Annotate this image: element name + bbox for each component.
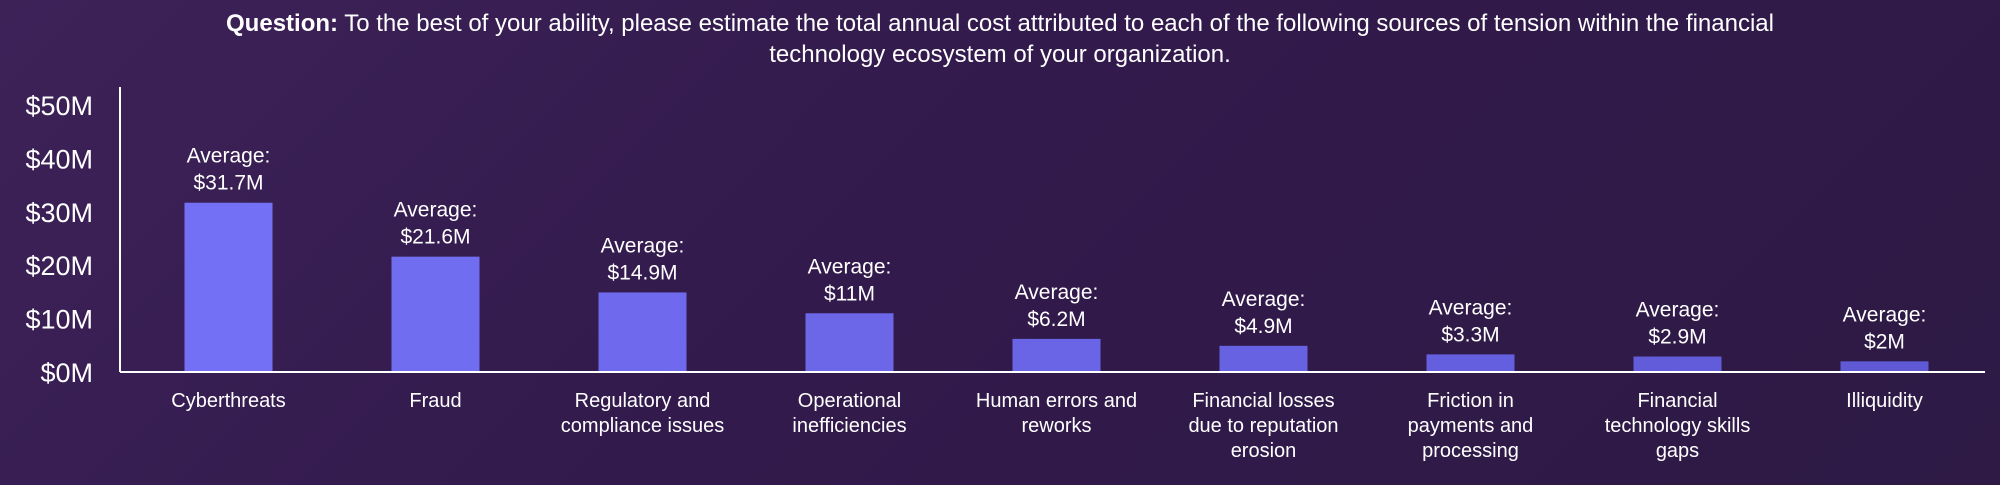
- category-label-line: Fraud: [409, 390, 461, 412]
- data-label: Average: $2.9M: [1636, 299, 1720, 349]
- data-label-line: $14.9M: [607, 261, 677, 284]
- category-label-line: technology skills: [1605, 415, 1751, 437]
- data-label-line: Average:: [1429, 296, 1513, 319]
- data-label: Average: $21.6M: [394, 199, 478, 249]
- category-label: Regulatory and compliance issues: [561, 390, 724, 437]
- category-label-line: reworks: [1021, 415, 1091, 437]
- y-tick-label: $20M: [25, 251, 93, 281]
- category-label-line: processing: [1422, 440, 1519, 462]
- question-text: Question: To the best of your ability, p…: [200, 8, 1800, 70]
- data-label-line: $2M: [1864, 330, 1905, 353]
- category-label-line: Financial losses: [1192, 390, 1334, 412]
- category-label: Fraud: [409, 390, 461, 412]
- data-label: Average: $14.9M: [601, 234, 685, 284]
- data-label-line: Average:: [1843, 303, 1927, 326]
- data-label-line: $31.7M: [193, 172, 263, 195]
- category-label-line: compliance issues: [561, 415, 724, 437]
- data-label: Average: $3.3M: [1429, 296, 1513, 346]
- category-label-line: Operational: [798, 390, 901, 412]
- y-tick-label: $10M: [25, 305, 93, 335]
- data-label: Average: $31.7M: [187, 145, 271, 195]
- y-tick-label: $40M: [25, 144, 93, 174]
- bar: [1012, 338, 1101, 372]
- bar: [1426, 354, 1515, 372]
- data-label: Average: $11M: [808, 255, 892, 305]
- category-labels-group: Cyberthreats Fraud Regulatory and complianc…: [171, 390, 1923, 462]
- data-label-line: $2.9M: [1648, 326, 1706, 349]
- question-label: Question:: [226, 10, 339, 37]
- data-label-line: $4.9M: [1234, 315, 1292, 338]
- data-label-line: $21.6M: [400, 226, 470, 249]
- category-label-line: payments and: [1408, 415, 1534, 437]
- data-label-line: Average:: [601, 234, 685, 257]
- y-tick-label: $50M: [25, 91, 93, 121]
- category-label-line: erosion: [1231, 440, 1297, 462]
- bar: [184, 202, 273, 372]
- data-label-line: Average:: [1015, 281, 1099, 304]
- category-label: Human errors and reworks: [976, 390, 1137, 437]
- y-tick-label: $30M: [25, 198, 93, 228]
- bars-group: [184, 202, 1929, 372]
- category-label: Friction in payments and processing: [1408, 390, 1534, 462]
- data-label-line: Average:: [394, 199, 478, 222]
- bar: [1840, 361, 1929, 372]
- data-labels-group: Average: $31.7M Average: $21.6M Average: $14.…: [187, 145, 1927, 354]
- data-label: Average: $2M: [1843, 303, 1927, 353]
- category-label: Illiquidity: [1846, 390, 1923, 412]
- category-label-line: Financial: [1637, 390, 1717, 412]
- data-label-line: Average:: [187, 145, 271, 168]
- bar: [805, 313, 894, 372]
- data-label: Average: $6.2M: [1015, 281, 1099, 331]
- category-label: Financial technology skills gaps: [1605, 390, 1751, 462]
- category-label-line: due to reputation: [1188, 415, 1338, 437]
- y-tick-label: $0M: [40, 358, 93, 388]
- question-body: To the best of your ability, please esti…: [344, 10, 1774, 68]
- bar: [391, 256, 480, 372]
- category-label: Operational inefficiencies: [792, 390, 906, 437]
- data-label-line: Average:: [1222, 288, 1306, 311]
- data-label-line: $3.3M: [1441, 323, 1499, 346]
- bar: [1219, 345, 1308, 372]
- bar: [598, 292, 687, 372]
- category-label-line: Human errors and: [976, 390, 1137, 412]
- category-label-line: Friction in: [1427, 390, 1514, 412]
- data-label-line: Average:: [1636, 299, 1720, 322]
- data-label: Average: $4.9M: [1222, 288, 1306, 338]
- data-label-line: Average:: [808, 255, 892, 278]
- y-axis-tick-labels: $0M $10M $20M $30M $40M $50M: [25, 91, 93, 388]
- category-label: Financial losses due to reputation erosion: [1188, 390, 1338, 462]
- category-label-line: Illiquidity: [1846, 390, 1923, 412]
- category-label-line: Regulatory and: [575, 390, 711, 412]
- category-label-line: gaps: [1656, 440, 1699, 462]
- data-label-line: $6.2M: [1027, 308, 1085, 331]
- category-label-line: inefficiencies: [792, 415, 906, 437]
- bar: [1633, 356, 1722, 372]
- category-label: Cyberthreats: [171, 390, 286, 412]
- data-label-line: $11M: [824, 282, 875, 305]
- category-label-line: Cyberthreats: [171, 390, 286, 412]
